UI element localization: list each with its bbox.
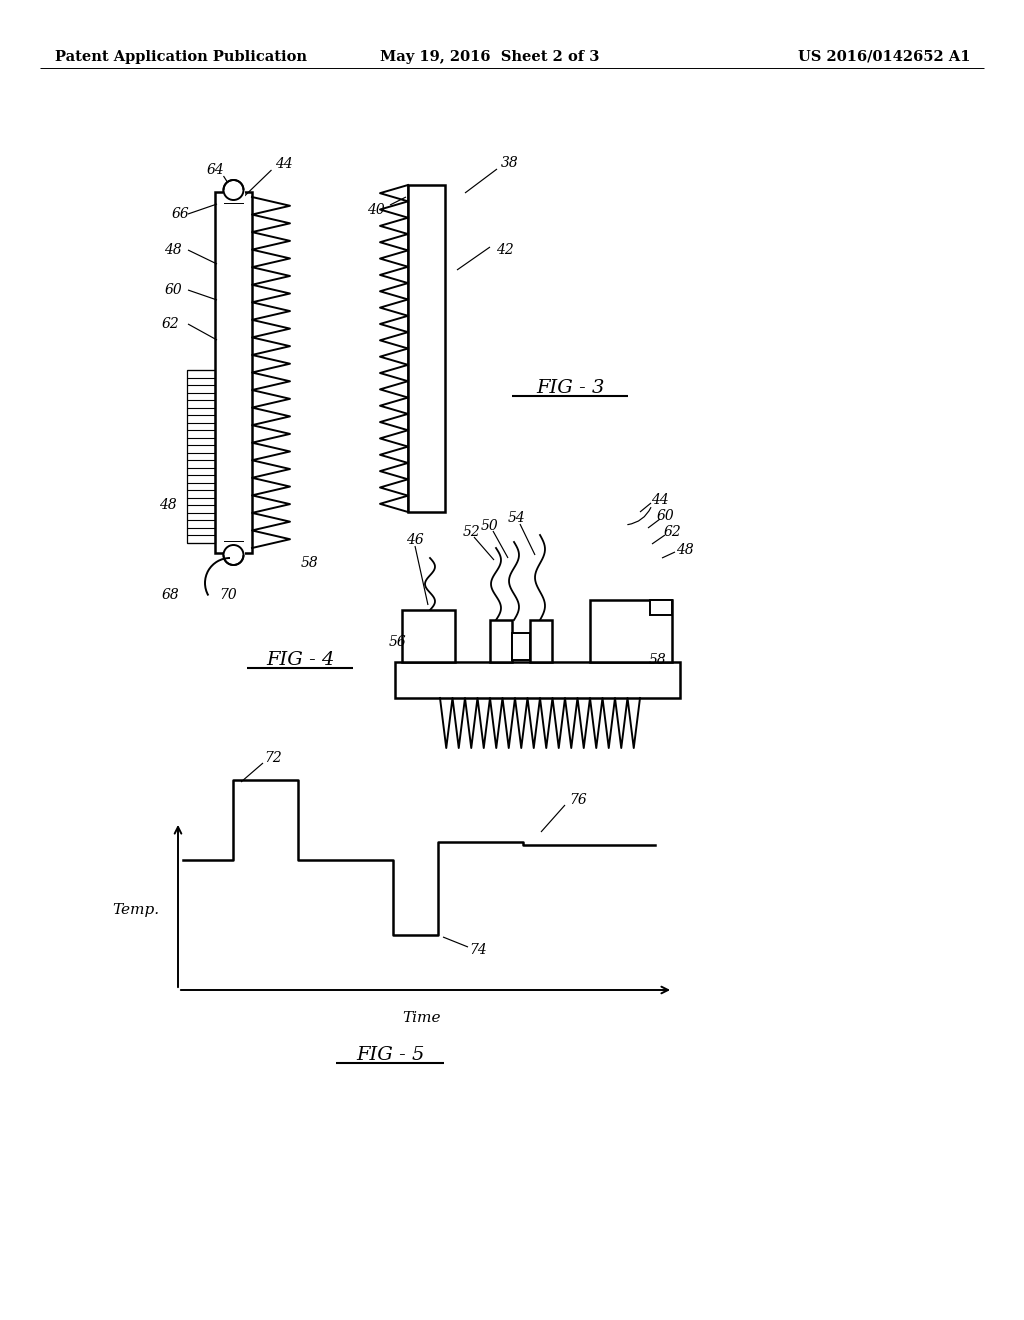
Text: 38: 38: [501, 156, 519, 170]
Text: 44: 44: [274, 157, 293, 172]
Text: 62: 62: [161, 317, 179, 331]
Text: 76: 76: [569, 793, 587, 807]
Bar: [512, 634, 530, 660]
Text: Time: Time: [402, 1011, 440, 1026]
Bar: [222, 543, 245, 554]
Text: 72: 72: [264, 751, 282, 766]
Circle shape: [223, 545, 244, 565]
Text: 54: 54: [508, 511, 526, 525]
Text: May 19, 2016  Sheet 2 of 3: May 19, 2016 Sheet 2 of 3: [380, 50, 600, 63]
Text: 68: 68: [161, 587, 179, 602]
Bar: [650, 601, 672, 615]
Text: 40: 40: [368, 203, 385, 216]
Text: 52: 52: [463, 525, 481, 539]
Text: Patent Application Publication: Patent Application Publication: [55, 50, 307, 63]
Text: 74: 74: [469, 942, 486, 957]
Bar: [530, 620, 552, 663]
Text: 60: 60: [656, 510, 674, 523]
Text: 48: 48: [159, 498, 177, 512]
Text: 60: 60: [164, 282, 182, 297]
Bar: [215, 191, 252, 553]
Text: 50: 50: [481, 519, 499, 533]
Bar: [408, 185, 445, 512]
Text: Temp.: Temp.: [113, 903, 160, 917]
Text: 48: 48: [164, 243, 182, 257]
Bar: [395, 663, 680, 698]
Text: US 2016/0142652 A1: US 2016/0142652 A1: [798, 50, 970, 63]
Text: 58: 58: [301, 556, 318, 570]
Text: FIG - 5: FIG - 5: [355, 1045, 424, 1064]
Text: 46: 46: [407, 533, 424, 546]
Text: 42: 42: [496, 243, 514, 257]
Bar: [402, 610, 455, 663]
Text: 70: 70: [219, 587, 238, 602]
Text: FIG - 3: FIG - 3: [536, 379, 604, 397]
Bar: [222, 190, 245, 203]
Text: FIG - 4: FIG - 4: [266, 651, 334, 669]
Bar: [490, 620, 512, 663]
Text: 56: 56: [389, 635, 407, 649]
Text: 58: 58: [649, 653, 667, 667]
Text: 62: 62: [664, 525, 681, 539]
Bar: [187, 370, 215, 543]
Text: 64: 64: [207, 162, 224, 177]
Bar: [590, 601, 672, 663]
Text: 66: 66: [171, 207, 188, 220]
Text: 44: 44: [651, 492, 669, 507]
Text: 48: 48: [676, 543, 694, 557]
Circle shape: [223, 180, 244, 201]
